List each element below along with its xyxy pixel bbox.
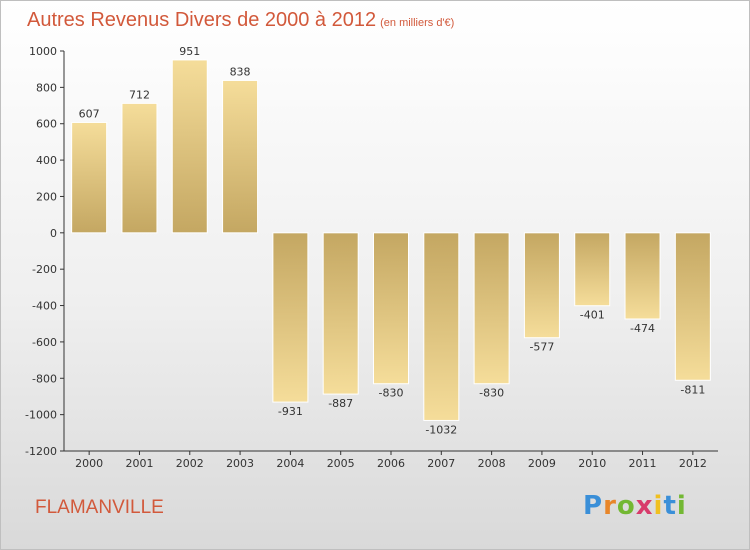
value-label: 607 xyxy=(79,107,100,120)
value-label: -401 xyxy=(580,309,605,322)
bars xyxy=(71,59,711,421)
y-tick-label: -1200 xyxy=(25,445,57,458)
bar-2004 xyxy=(272,232,309,403)
value-label: 951 xyxy=(179,45,200,58)
y-tick-label: -200 xyxy=(32,263,57,276)
x-tick-label: 2003 xyxy=(226,457,254,470)
value-label: -931 xyxy=(278,405,303,418)
y-tick-label: 400 xyxy=(36,154,57,167)
bar-2008 xyxy=(473,232,510,385)
logo-letter: i xyxy=(653,491,664,521)
x-tick-label: 2011 xyxy=(629,457,657,470)
axes: 10008006004002000-200-400-600-800-1000-1… xyxy=(25,45,718,470)
y-tick-label: -1000 xyxy=(25,409,57,422)
logo-letter: o xyxy=(616,491,636,521)
bar-2007 xyxy=(423,232,460,421)
chart-title: Autres Revenus Divers de 2000 à 2012 (en … xyxy=(27,9,454,32)
bar-2002 xyxy=(171,59,208,234)
bar-2005 xyxy=(322,232,359,395)
y-tick-label: 0 xyxy=(50,227,57,240)
x-tick-label: 2009 xyxy=(528,457,556,470)
x-tick-label: 2010 xyxy=(578,457,606,470)
y-tick-label: 1000 xyxy=(29,45,57,58)
value-label: -1032 xyxy=(425,423,457,436)
x-tick-label: 2006 xyxy=(377,457,405,470)
logo-letter: t xyxy=(663,491,677,521)
value-label: 838 xyxy=(230,65,251,78)
x-tick-label: 2007 xyxy=(427,457,455,470)
proxiti-logo: Proxiti xyxy=(583,491,687,521)
value-label: -830 xyxy=(379,387,404,400)
y-tick-label: -800 xyxy=(32,372,57,385)
x-tick-label: 2001 xyxy=(125,457,153,470)
logo-letter: r xyxy=(603,491,617,521)
logo-letter: x xyxy=(635,491,654,521)
x-tick-label: 2000 xyxy=(75,457,103,470)
bar-2003 xyxy=(222,79,259,234)
bar-2001 xyxy=(121,102,158,234)
value-label: -811 xyxy=(680,383,705,396)
chart-title-text: Autres Revenus Divers de 2000 à 2012 xyxy=(27,9,377,31)
x-tick-label: 2002 xyxy=(176,457,204,470)
bar-2010 xyxy=(574,232,611,307)
bar-2009 xyxy=(523,232,560,339)
y-tick-label: 600 xyxy=(36,118,57,131)
x-tick-label: 2004 xyxy=(276,457,304,470)
value-label: -474 xyxy=(630,322,655,335)
y-tick-label: 200 xyxy=(36,190,57,203)
logo-letter: i xyxy=(676,491,687,521)
x-tick-label: 2005 xyxy=(327,457,355,470)
y-tick-label: 800 xyxy=(36,81,57,94)
chart-unit-note: (en milliers d'€) xyxy=(380,17,455,29)
bar-2012 xyxy=(674,232,711,381)
x-tick-label: 2008 xyxy=(478,457,506,470)
value-labels: 607 712 951 838 -931 -887 -830 -1032 -830 -577 -40… xyxy=(79,45,706,437)
y-tick-label: -600 xyxy=(32,336,57,349)
value-label: -887 xyxy=(328,397,353,410)
location-name: FLAMANVILLE xyxy=(35,497,164,518)
value-label: -830 xyxy=(479,387,504,400)
logo-letter: P xyxy=(583,491,604,521)
bar-2006 xyxy=(373,232,409,385)
value-label: 712 xyxy=(129,88,150,101)
bar-2000 xyxy=(71,121,108,234)
y-tick-label: -400 xyxy=(32,300,57,313)
x-tick-label: 2012 xyxy=(679,457,707,470)
value-label: -577 xyxy=(529,341,554,354)
bar-2011 xyxy=(624,232,661,320)
